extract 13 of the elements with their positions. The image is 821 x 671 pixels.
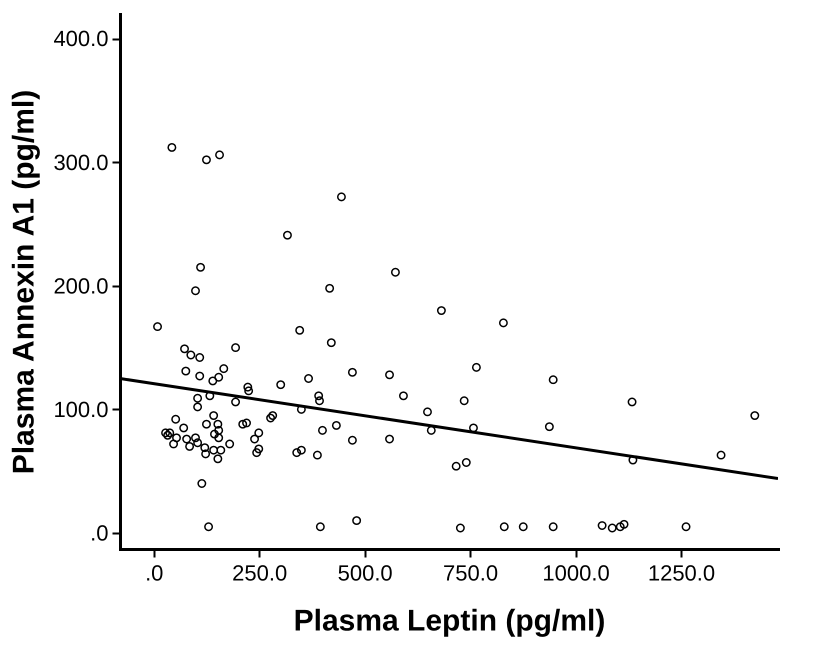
x-tick-label: 1250.0 — [648, 560, 716, 586]
y-tick-label: 200.0 — [53, 273, 108, 298]
x-axis-title: Plasma Leptin (pg/ml) — [294, 604, 606, 638]
x-tick-label: 250.0 — [232, 560, 288, 586]
x-tick-label: 500.0 — [338, 560, 393, 586]
x-tick-label: 1000.0 — [542, 560, 610, 586]
y-tick-label: .0 — [90, 520, 108, 546]
y-tick-label: 300.0 — [53, 150, 108, 175]
x-tick-label: 750.0 — [443, 560, 498, 586]
y-axis-title: Plasma Annexin A1 (pg/ml) — [7, 90, 40, 474]
y-tick-label: 100.0 — [53, 396, 108, 422]
y-tick-label: 400.0 — [53, 26, 108, 52]
x-tick-label: .0 — [145, 560, 164, 586]
